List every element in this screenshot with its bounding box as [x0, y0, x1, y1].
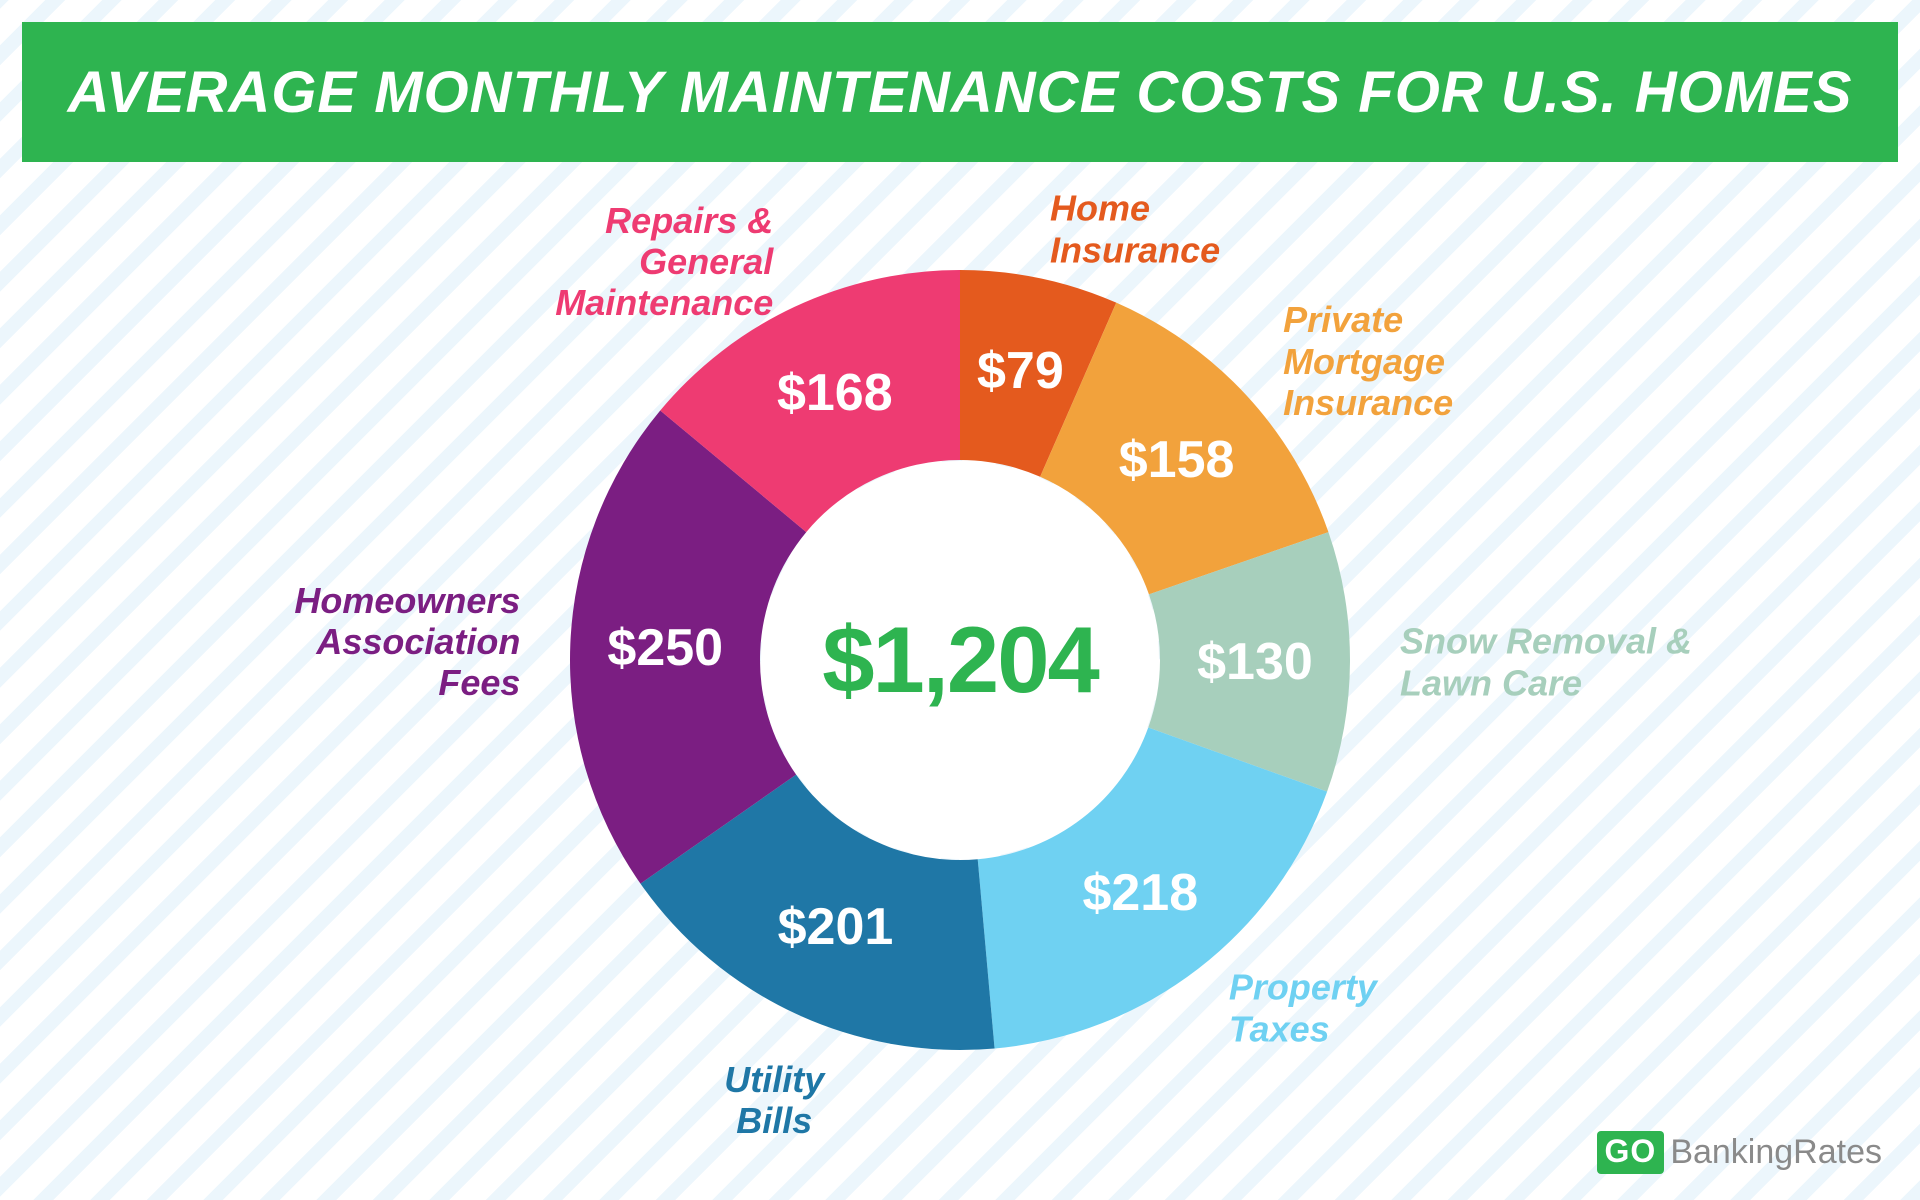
segment-label: Homeowners Association Fees	[294, 580, 520, 704]
chart-center-total: $1,204	[822, 606, 1098, 714]
segment-label: Repairs & General Maintenance	[555, 200, 773, 324]
header-banner: AVERAGE MONTHLY MAINTENANCE COSTS FOR U.…	[22, 22, 1898, 162]
segment-label: Home Insurance	[1050, 188, 1220, 271]
brand-logo-text: BankingRates	[1670, 1133, 1882, 1172]
segment-label: Property Taxes	[1229, 967, 1377, 1050]
segment-value: $250	[607, 618, 723, 678]
segment-value: $201	[778, 897, 894, 957]
chart-area: $1,204 $79 Home Insurance $158 Private Mort…	[0, 190, 1920, 1130]
segment-value: $168	[777, 363, 893, 423]
segment-value: $158	[1119, 430, 1235, 490]
segment-value: $218	[1082, 863, 1198, 923]
donut-chart: $1,204 $79Home Insurance$158Private Mort…	[550, 250, 1370, 1070]
brand-logo-badge: GO	[1597, 1131, 1665, 1174]
segment-value: $130	[1197, 632, 1313, 692]
segment-label: Utility Bills	[724, 1059, 824, 1142]
brand-logo: GO BankingRates	[1597, 1131, 1882, 1174]
infographic-frame: AVERAGE MONTHLY MAINTENANCE COSTS FOR U.…	[0, 0, 1920, 1200]
segment-label: Snow Removal & Lawn Care	[1400, 621, 1692, 704]
segment-label: Private Mortgage Insurance	[1283, 299, 1453, 423]
segment-value: $79	[977, 341, 1064, 401]
page-title: AVERAGE MONTHLY MAINTENANCE COSTS FOR U.…	[68, 59, 1853, 126]
